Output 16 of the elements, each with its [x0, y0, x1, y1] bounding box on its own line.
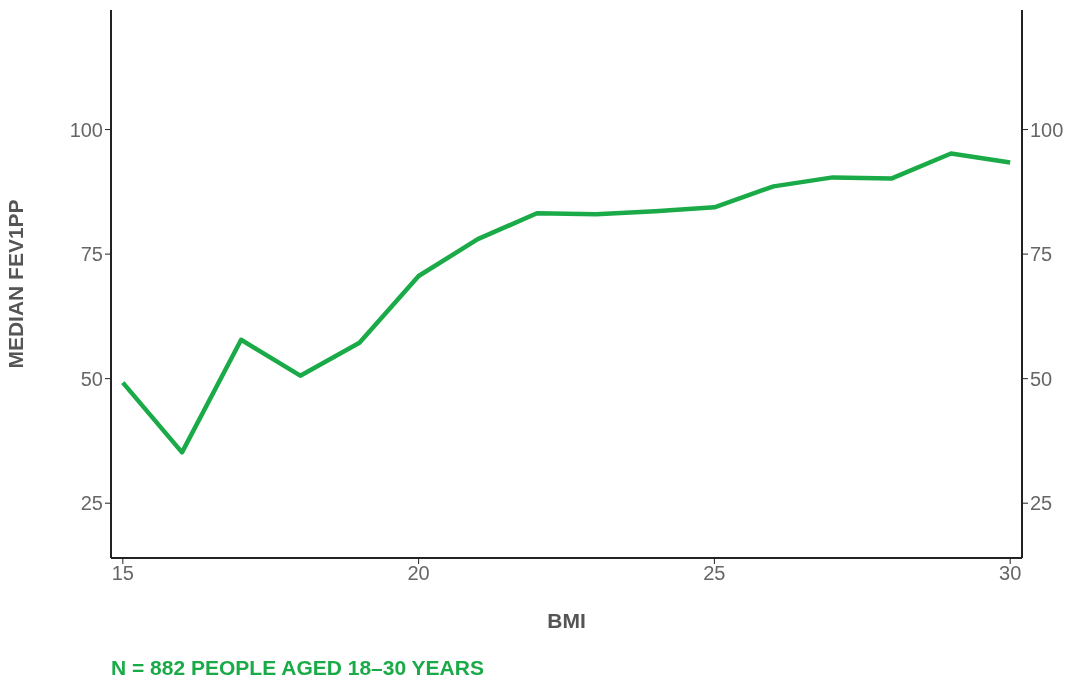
- y-tick-label: 75: [80, 243, 103, 266]
- line-series: [120, 151, 1013, 455]
- y2-tick-label: 75: [1030, 243, 1053, 266]
- y-tick-label: 50: [80, 367, 103, 390]
- x-tick-label: 15: [111, 562, 134, 585]
- y2-tick-label: 100: [1030, 118, 1064, 141]
- x-tick-label: 30: [999, 562, 1022, 585]
- x-tick-label: 20: [407, 562, 430, 585]
- y-tick-label: 100: [69, 118, 103, 141]
- y-axis-title: MEDIAN FEV1PP: [4, 199, 28, 369]
- text: N = 882 PEOPLE AGED 18–30 YEARS: [111, 656, 484, 680]
- x-axis-title: BMI: [547, 609, 586, 632]
- y2-tick-label: 25: [1030, 492, 1053, 515]
- y-tick-label: 25: [80, 492, 103, 515]
- x-tick-label: 25: [703, 562, 726, 585]
- y2-tick-label: 50: [1030, 367, 1053, 390]
